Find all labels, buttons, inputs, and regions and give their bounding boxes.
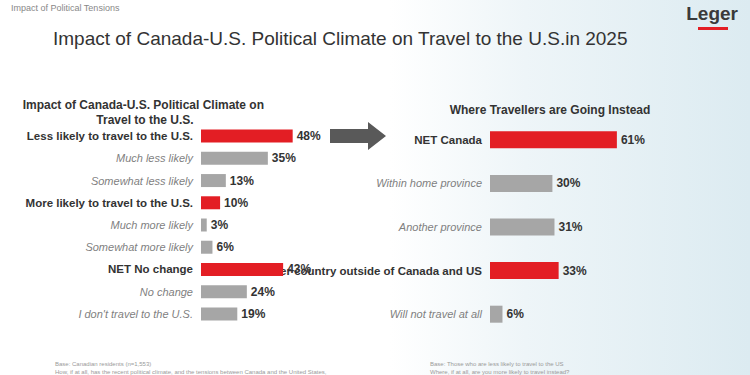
svg-text:Impact of Political Tensions: Impact of Political Tensions	[11, 3, 120, 13]
svg-text:Somewhat more likely: Somewhat more likely	[85, 241, 194, 253]
svg-text:NET No change: NET No change	[108, 263, 193, 275]
svg-text:Much less likely: Much less likely	[116, 152, 195, 164]
svg-text:Less likely to travel to the U: Less likely to travel to the U.S.	[27, 130, 193, 142]
svg-text:3%: 3%	[211, 218, 229, 232]
svg-text:61%: 61%	[621, 133, 645, 147]
svg-text:Leger: Leger	[686, 3, 738, 24]
svg-text:35%: 35%	[272, 151, 296, 165]
svg-text:10%: 10%	[224, 196, 248, 210]
svg-text:Where, if at all, are you more: Where, if at all, are you more likely to…	[430, 369, 570, 375]
svg-text:Another country outside of Can: Another country outside of Canada and US	[246, 264, 482, 277]
svg-text:I don't travel to the U.S.: I don't travel to the U.S.	[78, 308, 193, 320]
svg-text:30%: 30%	[556, 176, 580, 190]
svg-text:Impact of Canada-U.S. Politica: Impact of Canada-U.S. Political Climate …	[23, 98, 268, 112]
svg-text:How, if at all, has the recent: How, if at all, has the recent political…	[55, 369, 327, 375]
svg-text:48%: 48%	[297, 129, 321, 143]
svg-text:6%: 6%	[506, 307, 524, 321]
svg-text:31%: 31%	[558, 220, 582, 234]
svg-text:Where Travellers are Going Ins: Where Travellers are Going Instead	[450, 103, 651, 117]
svg-text:33%: 33%	[563, 264, 587, 278]
svg-text:Impact of Canada-U.S. Politica: Impact of Canada-U.S. Political Climate …	[53, 28, 628, 49]
svg-text:13%: 13%	[230, 174, 254, 188]
svg-text:No change: No change	[140, 286, 193, 298]
svg-text:NET Canada: NET Canada	[414, 134, 482, 146]
svg-text:24%: 24%	[251, 285, 275, 299]
svg-text:Somewhat less likely: Somewhat less likely	[91, 175, 195, 187]
svg-text:More likely to travel to the U: More likely to travel to the U.S.	[26, 197, 193, 209]
svg-text:6%: 6%	[216, 240, 234, 254]
svg-text:19%: 19%	[241, 307, 265, 321]
svg-text:Much more likely: Much more likely	[110, 219, 194, 231]
svg-text:Will not travel at all: Will not travel at all	[390, 308, 483, 320]
svg-text:Travel to the U.S.: Travel to the U.S.	[96, 113, 193, 127]
svg-text:43%: 43%	[287, 262, 311, 276]
svg-text:Another province: Another province	[398, 221, 482, 233]
svg-text:Base: Those who are less likel: Base: Those who are less likely to trave…	[430, 361, 564, 367]
svg-text:Within home province: Within home province	[376, 177, 482, 189]
svg-text:Base: Canadian residents (n=1,: Base: Canadian residents (n=1,553)	[55, 361, 151, 367]
